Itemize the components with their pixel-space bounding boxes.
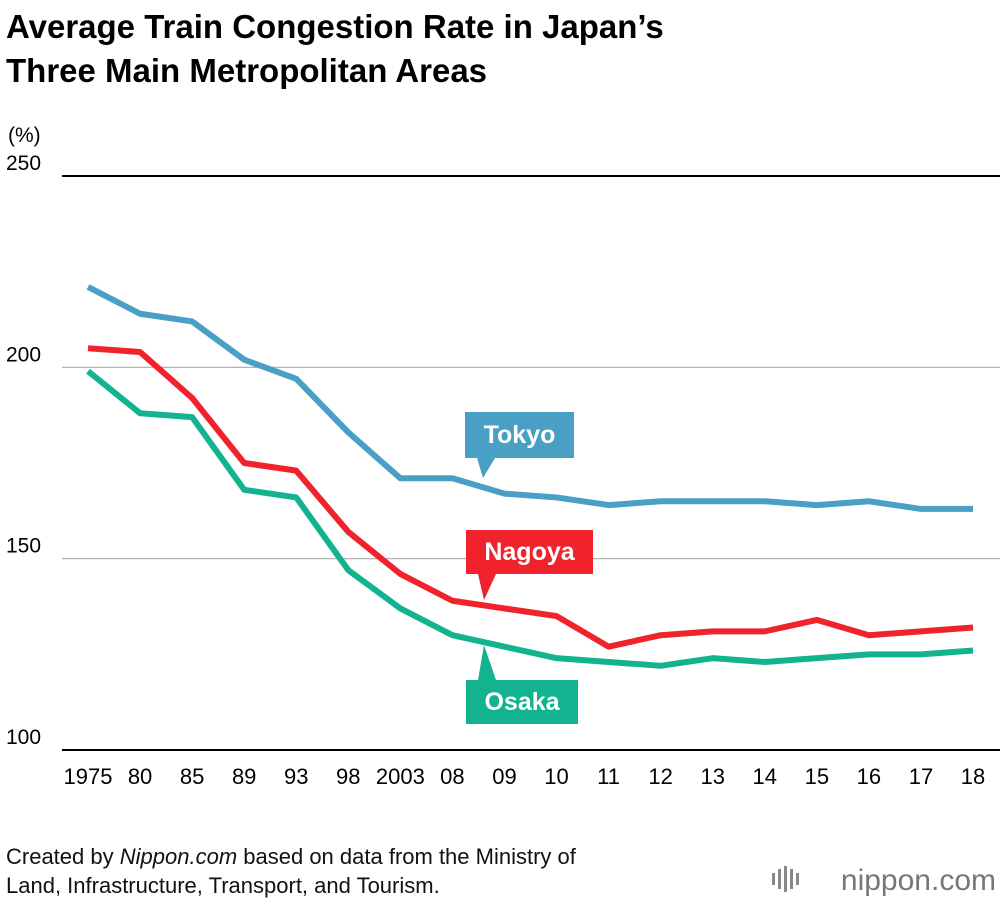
x-tick-label: 98	[336, 764, 360, 789]
legend-label: Osaka	[484, 688, 560, 716]
y-tick-label: 100	[6, 726, 41, 749]
source-note: Created by Nippon.com based on data from…	[6, 842, 576, 900]
source-text: Land, Infrastructure, Transport, and Tou…	[6, 873, 440, 898]
legend-label: Nagoya	[484, 538, 575, 566]
label-box	[466, 530, 593, 574]
x-tick-label: 11	[597, 764, 620, 789]
source-site: Nippon.com	[119, 844, 238, 869]
logo: nippon.com	[841, 864, 996, 897]
logo-icon	[772, 866, 799, 892]
x-tick-label: 10	[544, 764, 568, 789]
x-tick-label: 85	[180, 764, 204, 789]
source-text: based on data from the Ministry of	[243, 844, 576, 869]
legend-label: Tokyo	[484, 421, 556, 449]
y-tick-label: 250	[6, 152, 41, 175]
label-pointer	[478, 574, 496, 600]
series-line	[87, 345, 974, 650]
series-line	[86, 368, 974, 669]
x-tick-label: 2003	[376, 764, 425, 789]
y-unit: (%)	[8, 124, 41, 147]
x-tick-label: 09	[492, 764, 516, 789]
label-box	[465, 412, 574, 458]
x-tick-label: 16	[857, 764, 881, 789]
x-tick-label: 1975	[64, 764, 113, 789]
chart-title: Three Main Metropolitan Areas	[6, 52, 487, 89]
chart-title: Average Train Congestion Rate in Japan’s	[6, 8, 664, 45]
series-line	[86, 284, 974, 512]
x-tick-label: 89	[232, 764, 256, 789]
source-text: Created by	[6, 844, 114, 869]
label-pointer	[478, 645, 496, 680]
x-tick-label: 12	[648, 764, 672, 789]
label-pointer	[477, 458, 495, 478]
x-tick-label: 13	[700, 764, 724, 789]
x-tick-label: 18	[961, 764, 985, 789]
y-tick-label: 150	[6, 535, 41, 558]
label-box	[466, 680, 578, 724]
x-tick-label: 93	[284, 764, 308, 789]
y-tick-label: 200	[6, 343, 41, 366]
x-tick-label: 80	[128, 764, 152, 789]
x-tick-label: 15	[805, 764, 829, 789]
x-tick-label: 08	[440, 764, 464, 789]
x-tick-label: 17	[909, 764, 933, 789]
x-tick-label: 14	[753, 764, 777, 789]
